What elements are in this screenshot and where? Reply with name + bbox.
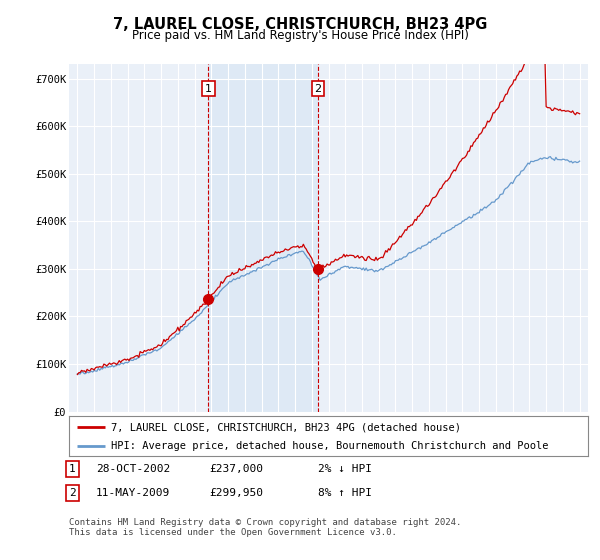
Text: 28-OCT-2002: 28-OCT-2002 bbox=[96, 464, 170, 474]
Text: Contains HM Land Registry data © Crown copyright and database right 2024.
This d: Contains HM Land Registry data © Crown c… bbox=[69, 518, 461, 538]
Text: 1: 1 bbox=[69, 464, 76, 474]
Text: 7, LAUREL CLOSE, CHRISTCHURCH, BH23 4PG (detached house): 7, LAUREL CLOSE, CHRISTCHURCH, BH23 4PG … bbox=[110, 422, 461, 432]
Text: 2% ↓ HPI: 2% ↓ HPI bbox=[318, 464, 372, 474]
Text: 1: 1 bbox=[205, 83, 212, 94]
Text: 2: 2 bbox=[314, 83, 322, 94]
Text: £299,950: £299,950 bbox=[209, 488, 263, 498]
Text: Price paid vs. HM Land Registry's House Price Index (HPI): Price paid vs. HM Land Registry's House … bbox=[131, 29, 469, 42]
Text: 11-MAY-2009: 11-MAY-2009 bbox=[96, 488, 170, 498]
Text: 7, LAUREL CLOSE, CHRISTCHURCH, BH23 4PG: 7, LAUREL CLOSE, CHRISTCHURCH, BH23 4PG bbox=[113, 17, 487, 32]
Text: 8% ↑ HPI: 8% ↑ HPI bbox=[318, 488, 372, 498]
Bar bbox=[208, 64, 318, 412]
Text: 2: 2 bbox=[69, 488, 76, 498]
Text: £237,000: £237,000 bbox=[209, 464, 263, 474]
Text: HPI: Average price, detached house, Bournemouth Christchurch and Poole: HPI: Average price, detached house, Bour… bbox=[110, 441, 548, 451]
